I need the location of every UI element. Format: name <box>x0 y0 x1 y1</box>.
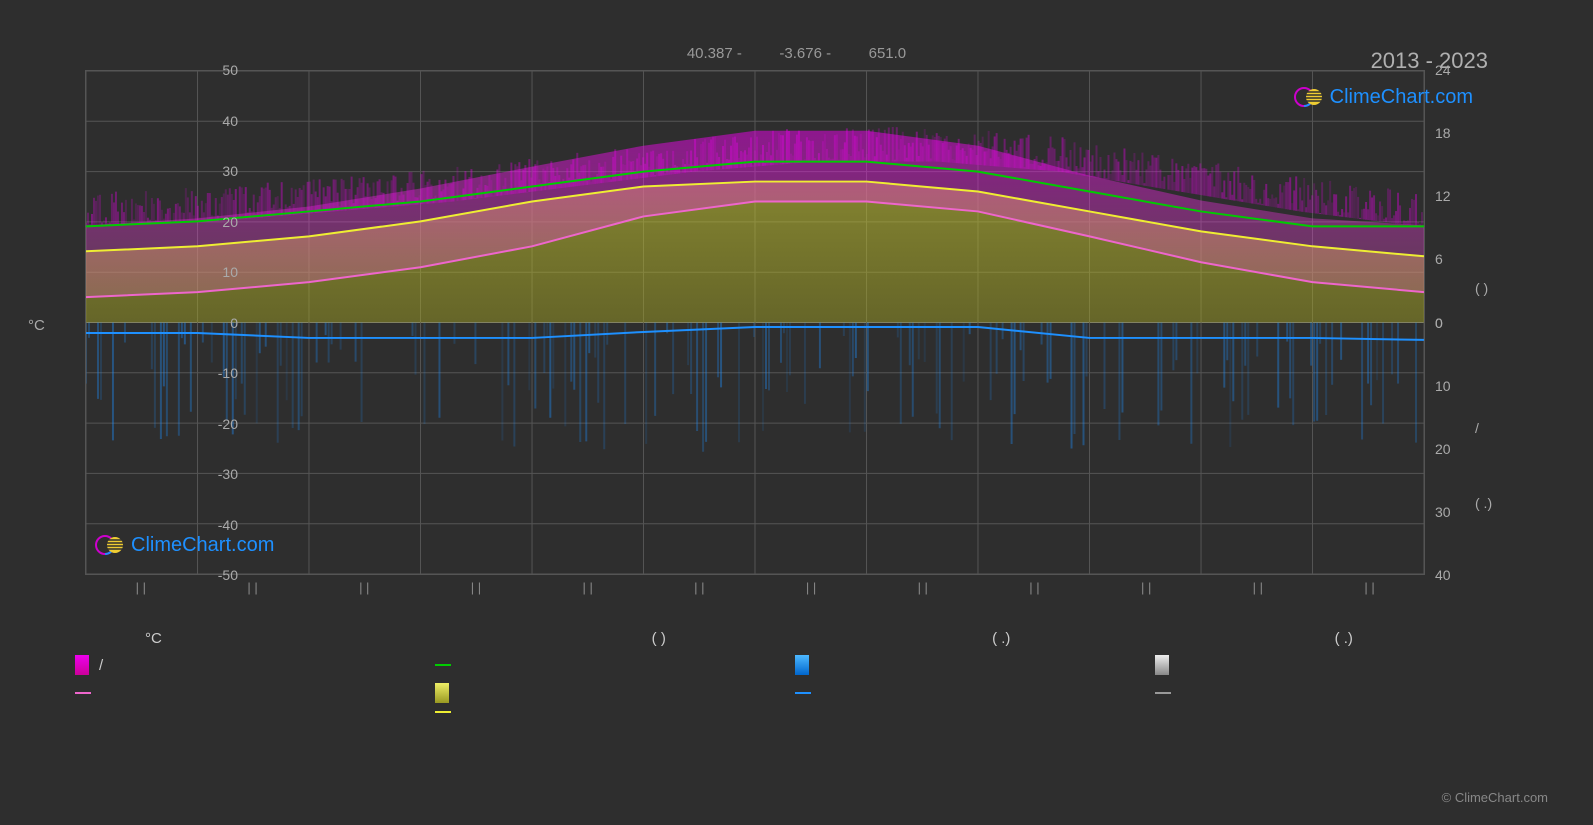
x-tick-month: | | <box>1253 580 1263 595</box>
x-tick-month: | | <box>806 580 816 595</box>
y-axis-right-unit: / <box>1475 420 1515 436</box>
legend-line-grey <box>1155 692 1171 694</box>
legend-item <box>1155 683 1515 703</box>
y-tick-left: -10 <box>198 365 238 381</box>
legend-line-green <box>435 664 451 666</box>
plot-area <box>85 70 1425 575</box>
legend-header-2: ( .) <box>992 630 1010 647</box>
legend-item <box>795 683 1155 703</box>
x-tick-month: | | <box>471 580 481 595</box>
y-tick-left: 20 <box>198 214 238 230</box>
y-tick-right: 24 <box>1435 62 1475 78</box>
legend-headers: °C ( ) ( .) ( .) <box>75 630 1515 647</box>
y-tick-left: 50 <box>198 62 238 78</box>
legend-swatch-magenta <box>75 655 89 675</box>
legend-swatch-blue <box>795 655 809 675</box>
chart-container <box>85 40 1475 585</box>
legend-header-1: ( ) <box>652 630 666 647</box>
y-tick-right: 6 <box>1435 251 1475 267</box>
logo-icon <box>95 530 125 560</box>
brand-logo-bottom[interactable]: ClimeChart.com <box>95 530 274 560</box>
y-tick-left: 0 <box>198 315 238 331</box>
legend-item <box>435 655 795 675</box>
y-tick-left: 30 <box>198 163 238 179</box>
copyright: © ClimeChart.com <box>1442 790 1548 805</box>
legend-item <box>435 711 795 713</box>
legend-label: / <box>99 657 103 674</box>
legend-item: / <box>75 655 435 675</box>
y-axis-right-unit: ( ) <box>1475 280 1515 296</box>
x-tick-month: | | <box>1029 580 1039 595</box>
y-axis-left-label: °C <box>28 317 45 334</box>
legend-header-0: °C <box>145 630 162 647</box>
legend-line-yellow <box>435 711 451 713</box>
x-tick-month: | | <box>136 580 146 595</box>
x-tick-month: | | <box>918 580 928 595</box>
y-tick-left: -30 <box>198 466 238 482</box>
y-tick-left: 40 <box>198 113 238 129</box>
y-tick-left: -20 <box>198 416 238 432</box>
legend-swatch-yellow <box>435 683 449 703</box>
y-tick-right: 30 <box>1435 504 1475 520</box>
brand-text: ClimeChart.com <box>1330 86 1473 109</box>
legend-header-3: ( .) <box>1335 630 1353 647</box>
brand-text: ClimeChart.com <box>131 534 274 557</box>
y-tick-right: 18 <box>1435 125 1475 141</box>
y-tick-left: -50 <box>198 567 238 583</box>
logo-icon <box>1294 82 1324 112</box>
x-tick-month: | | <box>359 580 369 595</box>
legend: °C ( ) ( .) ( .) / <box>75 630 1515 721</box>
x-tick-month: | | <box>694 580 704 595</box>
y-tick-left: 10 <box>198 264 238 280</box>
legend-item <box>1155 655 1515 675</box>
y-tick-right: 12 <box>1435 188 1475 204</box>
x-tick-month: | | <box>247 580 257 595</box>
legend-item <box>75 683 435 703</box>
y-tick-right: 0 <box>1435 315 1475 331</box>
legend-item <box>435 683 795 703</box>
x-tick-month: | | <box>582 580 592 595</box>
legend-line-blue <box>795 692 811 694</box>
precip-bars <box>86 323 1416 452</box>
x-tick-month: | | <box>1141 580 1151 595</box>
brand-logo-top[interactable]: ClimeChart.com <box>1294 82 1473 112</box>
legend-swatch-white <box>1155 655 1169 675</box>
y-axis-right-unit: ( .) <box>1475 495 1515 511</box>
y-tick-right: 20 <box>1435 441 1475 457</box>
legend-line-pink <box>75 692 91 694</box>
y-tick-right: 10 <box>1435 378 1475 394</box>
x-tick-month: | | <box>1364 580 1374 595</box>
legend-item <box>795 655 1155 675</box>
y-tick-right: 40 <box>1435 567 1475 583</box>
